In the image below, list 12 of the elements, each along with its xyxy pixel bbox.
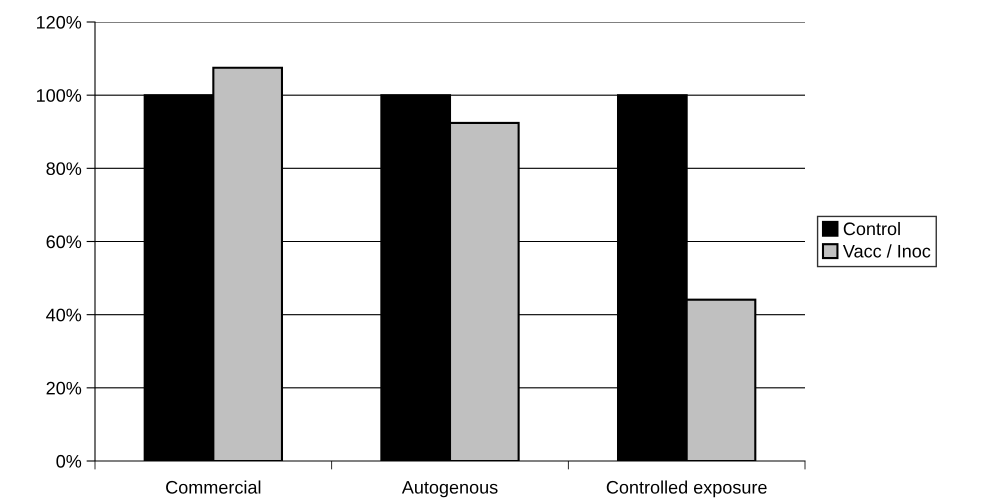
y-tick-label: 100% xyxy=(37,89,82,102)
legend-label: Control xyxy=(844,222,900,236)
y-tick-label: 120% xyxy=(37,16,82,29)
x-tick-label: Commercial xyxy=(166,480,260,494)
x-tick-label: Controlled exposure xyxy=(606,480,767,498)
y-tick-label: 20% xyxy=(46,382,82,395)
y-tick-label: 40% xyxy=(46,308,82,322)
legend-label: Vacc / Inoc xyxy=(842,244,930,258)
y-tick-label: 80% xyxy=(46,162,82,176)
y-tick-label: 60% xyxy=(46,235,82,248)
y-tick-label: 0% xyxy=(56,454,82,468)
x-tick-label: Autogenous xyxy=(402,481,498,498)
